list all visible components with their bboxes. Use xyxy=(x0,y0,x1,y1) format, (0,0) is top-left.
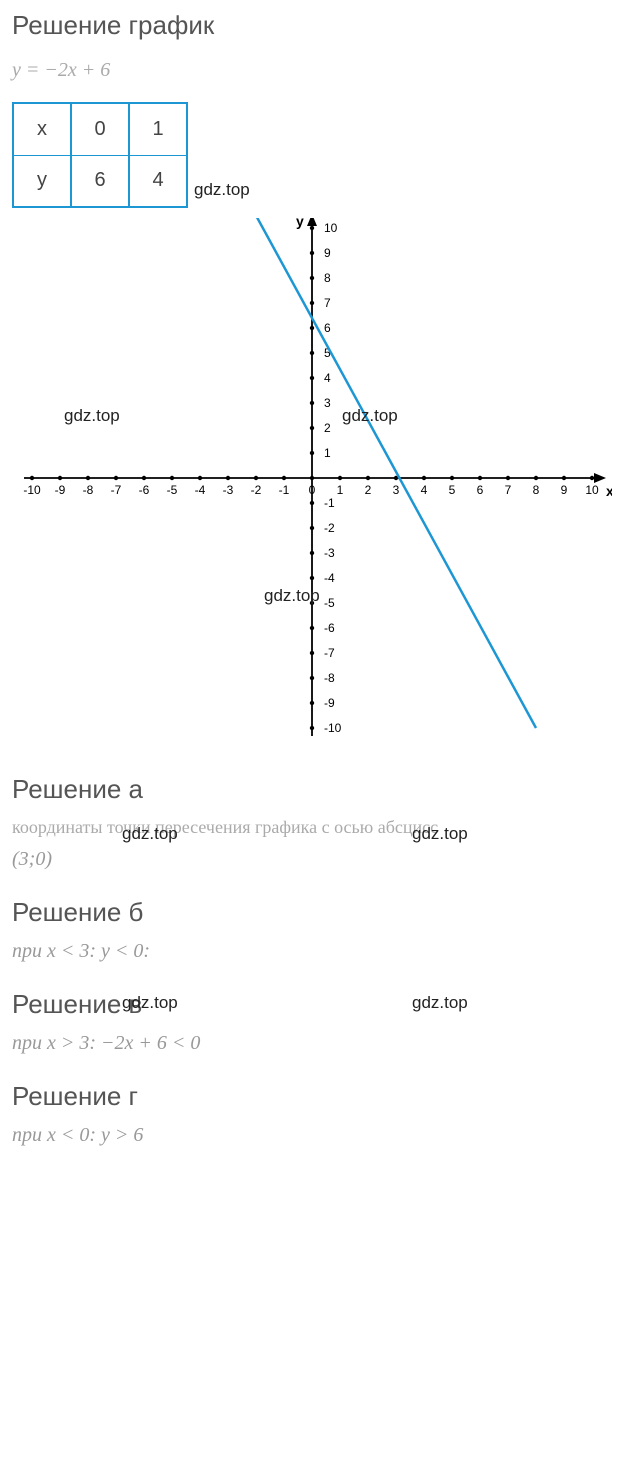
solution-b-heading: Решение б xyxy=(12,897,615,928)
svg-text:-3: -3 xyxy=(223,483,234,497)
svg-text:-7: -7 xyxy=(324,646,335,660)
svg-text:10: 10 xyxy=(585,483,599,497)
value-table: x 0 1 y 6 4 xyxy=(12,102,188,208)
table-cell: y xyxy=(13,155,71,207)
svg-text:-9: -9 xyxy=(55,483,66,497)
table-cell: 4 xyxy=(129,155,187,207)
svg-text:-2: -2 xyxy=(324,521,335,535)
svg-text:3: 3 xyxy=(324,396,331,410)
solution-g-heading: Решение г xyxy=(12,1081,615,1112)
svg-text:5: 5 xyxy=(449,483,456,497)
chart-svg: -10-9-8-7-6-5-4-3-2-1012345678910-10-9-8… xyxy=(12,218,612,748)
table-cell: 1 xyxy=(129,103,187,155)
svg-text:7: 7 xyxy=(324,296,331,310)
svg-text:6: 6 xyxy=(477,483,484,497)
svg-text:-1: -1 xyxy=(324,496,335,510)
solution-g-text: при x < 0: y > 6 xyxy=(12,1124,615,1147)
svg-text:x: x xyxy=(606,483,612,499)
svg-text:8: 8 xyxy=(533,483,540,497)
solution-a-heading: Решение а xyxy=(12,774,615,805)
table-cell: 6 xyxy=(71,155,129,207)
svg-text:-10: -10 xyxy=(23,483,41,497)
solution-b-text: при x < 3: y < 0: xyxy=(12,940,615,963)
line-chart: -10-9-8-7-6-5-4-3-2-1012345678910-10-9-8… xyxy=(12,218,612,748)
page-title: Решение график xyxy=(12,10,615,41)
svg-text:7: 7 xyxy=(505,483,512,497)
svg-text:-4: -4 xyxy=(324,571,335,585)
solution-v-text: при x > 3: −2x + 6 < 0 xyxy=(12,1032,615,1055)
svg-text:y: y xyxy=(296,218,304,229)
svg-text:9: 9 xyxy=(324,246,331,260)
table-cell: x xyxy=(13,103,71,155)
svg-text:-10: -10 xyxy=(324,721,342,735)
svg-text:2: 2 xyxy=(324,421,331,435)
svg-text:4: 4 xyxy=(324,371,331,385)
table-cell: 0 xyxy=(71,103,129,155)
svg-text:-8: -8 xyxy=(83,483,94,497)
svg-text:9: 9 xyxy=(561,483,568,497)
svg-text:1: 1 xyxy=(337,483,344,497)
svg-text:-3: -3 xyxy=(324,546,335,560)
svg-text:4: 4 xyxy=(421,483,428,497)
svg-text:-6: -6 xyxy=(139,483,150,497)
solution-a-result: (3;0) xyxy=(12,848,615,871)
svg-text:-1: -1 xyxy=(279,483,290,497)
watermark: gdz.top xyxy=(194,180,250,200)
svg-text:8: 8 xyxy=(324,271,331,285)
svg-text:-7: -7 xyxy=(111,483,122,497)
svg-text:-9: -9 xyxy=(324,696,335,710)
svg-text:10: 10 xyxy=(324,221,338,235)
svg-text:-5: -5 xyxy=(167,483,178,497)
svg-text:3: 3 xyxy=(393,483,400,497)
table-row: y 6 4 xyxy=(13,155,187,207)
main-formula: y = −2x + 6 xyxy=(12,59,615,82)
solution-a-text: координаты точки пересечения графика с о… xyxy=(12,817,615,838)
table-row: x 0 1 xyxy=(13,103,187,155)
solution-v-heading: Решение в xyxy=(12,989,615,1020)
svg-text:-8: -8 xyxy=(324,671,335,685)
svg-text:-6: -6 xyxy=(324,621,335,635)
svg-text:2: 2 xyxy=(365,483,372,497)
svg-text:6: 6 xyxy=(324,321,331,335)
svg-text:-5: -5 xyxy=(324,596,335,610)
svg-text:-4: -4 xyxy=(195,483,206,497)
value-table-wrap: x 0 1 y 6 4 gdz.top xyxy=(12,102,188,208)
svg-text:1: 1 xyxy=(324,446,331,460)
svg-text:0: 0 xyxy=(309,483,316,497)
svg-text:-2: -2 xyxy=(251,483,262,497)
